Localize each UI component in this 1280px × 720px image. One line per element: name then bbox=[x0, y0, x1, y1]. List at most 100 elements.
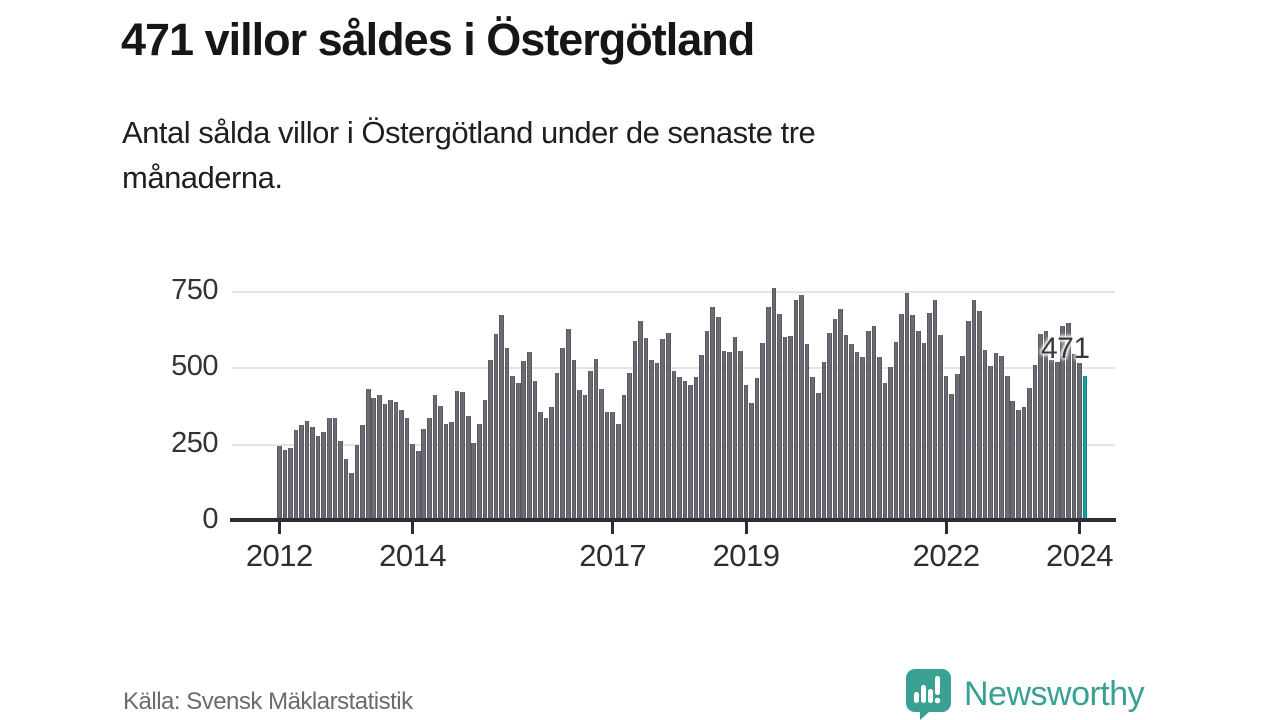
bar bbox=[671, 371, 677, 520]
bar bbox=[1049, 360, 1054, 520]
bar bbox=[999, 356, 1004, 520]
x-tick-mark-2019 bbox=[744, 522, 748, 534]
y-tick-label-500: 500 bbox=[171, 350, 218, 383]
bar bbox=[938, 334, 943, 520]
bar bbox=[932, 299, 938, 520]
bar bbox=[982, 349, 988, 520]
bar bbox=[710, 306, 715, 520]
bar bbox=[1032, 364, 1038, 520]
bar bbox=[849, 343, 854, 520]
bar bbox=[660, 338, 665, 520]
bar bbox=[338, 441, 343, 520]
bar bbox=[860, 357, 866, 520]
bar bbox=[904, 292, 910, 520]
bar bbox=[382, 403, 388, 520]
bar bbox=[288, 447, 293, 520]
bar bbox=[571, 360, 577, 520]
bar bbox=[621, 394, 627, 520]
bar bbox=[832, 319, 838, 520]
bar bbox=[365, 388, 371, 520]
bar bbox=[588, 370, 593, 520]
bar bbox=[1027, 388, 1032, 520]
bar bbox=[882, 382, 888, 520]
bar bbox=[1060, 326, 1066, 520]
bar bbox=[538, 411, 543, 520]
bar bbox=[966, 320, 971, 520]
x-tick-label-2014: 2014 bbox=[379, 538, 447, 573]
bar bbox=[304, 420, 310, 520]
bar bbox=[343, 458, 349, 520]
bar bbox=[688, 385, 693, 520]
bar bbox=[332, 418, 338, 520]
bar bbox=[749, 403, 754, 520]
bar bbox=[654, 363, 660, 520]
y-tick-label-0: 0 bbox=[202, 503, 218, 535]
brand-name: Newsworthy bbox=[964, 674, 1145, 713]
bar bbox=[927, 312, 932, 520]
bar bbox=[1071, 353, 1077, 520]
bar bbox=[943, 376, 949, 520]
bar bbox=[960, 356, 966, 520]
bar bbox=[827, 333, 832, 520]
bar bbox=[804, 344, 810, 520]
bar bbox=[310, 426, 315, 520]
bar bbox=[993, 352, 999, 520]
bar bbox=[1010, 401, 1016, 520]
x-tick-label-2024: 2024 bbox=[1045, 538, 1113, 573]
bar bbox=[404, 417, 410, 520]
bar bbox=[599, 388, 604, 520]
bar bbox=[866, 331, 871, 520]
bar bbox=[782, 336, 788, 520]
bar bbox=[632, 340, 638, 520]
bar bbox=[693, 376, 699, 520]
bar-chart-plot-area bbox=[232, 282, 1115, 520]
bar bbox=[721, 351, 727, 520]
bar bbox=[760, 342, 766, 520]
bar bbox=[488, 360, 493, 520]
bar bbox=[282, 449, 288, 520]
bar bbox=[293, 429, 299, 520]
bar bbox=[1016, 409, 1021, 520]
x-tick-label-2012: 2012 bbox=[245, 538, 313, 573]
bar bbox=[916, 331, 921, 520]
bar bbox=[777, 314, 782, 520]
bar bbox=[921, 342, 927, 520]
bar bbox=[543, 418, 549, 520]
bar bbox=[349, 472, 354, 520]
bar bbox=[354, 445, 360, 520]
bar bbox=[893, 342, 899, 520]
bar bbox=[638, 320, 643, 520]
bar bbox=[443, 424, 449, 520]
bar bbox=[527, 351, 532, 520]
bar bbox=[738, 350, 743, 520]
bar bbox=[877, 357, 882, 520]
bar bbox=[454, 391, 460, 520]
bar bbox=[732, 336, 738, 520]
bar bbox=[388, 400, 393, 520]
bar bbox=[677, 376, 682, 520]
bar bbox=[421, 429, 427, 520]
bar bbox=[493, 333, 499, 520]
bar bbox=[788, 335, 793, 520]
x-tick-mark-2024 bbox=[1077, 522, 1081, 534]
bar bbox=[521, 361, 527, 520]
y-tick-label-750: 750 bbox=[171, 274, 218, 306]
bar bbox=[665, 333, 671, 520]
bar bbox=[277, 446, 282, 520]
bar bbox=[604, 412, 610, 520]
page-title: 471 villor såldes i Östergötland bbox=[121, 14, 755, 65]
bar bbox=[793, 299, 799, 520]
bar bbox=[1043, 331, 1049, 520]
bar bbox=[821, 361, 827, 520]
newsworthy-speech-bubble-bar-chart-icon bbox=[906, 669, 951, 720]
bar bbox=[682, 380, 688, 520]
bar bbox=[1021, 407, 1027, 520]
bar bbox=[449, 421, 454, 520]
bar bbox=[649, 359, 654, 520]
x-tick-mark-2017 bbox=[611, 522, 615, 534]
bar bbox=[765, 306, 771, 520]
bar bbox=[977, 310, 982, 520]
bar bbox=[393, 401, 399, 520]
bar bbox=[577, 390, 582, 520]
bar bbox=[477, 424, 482, 520]
